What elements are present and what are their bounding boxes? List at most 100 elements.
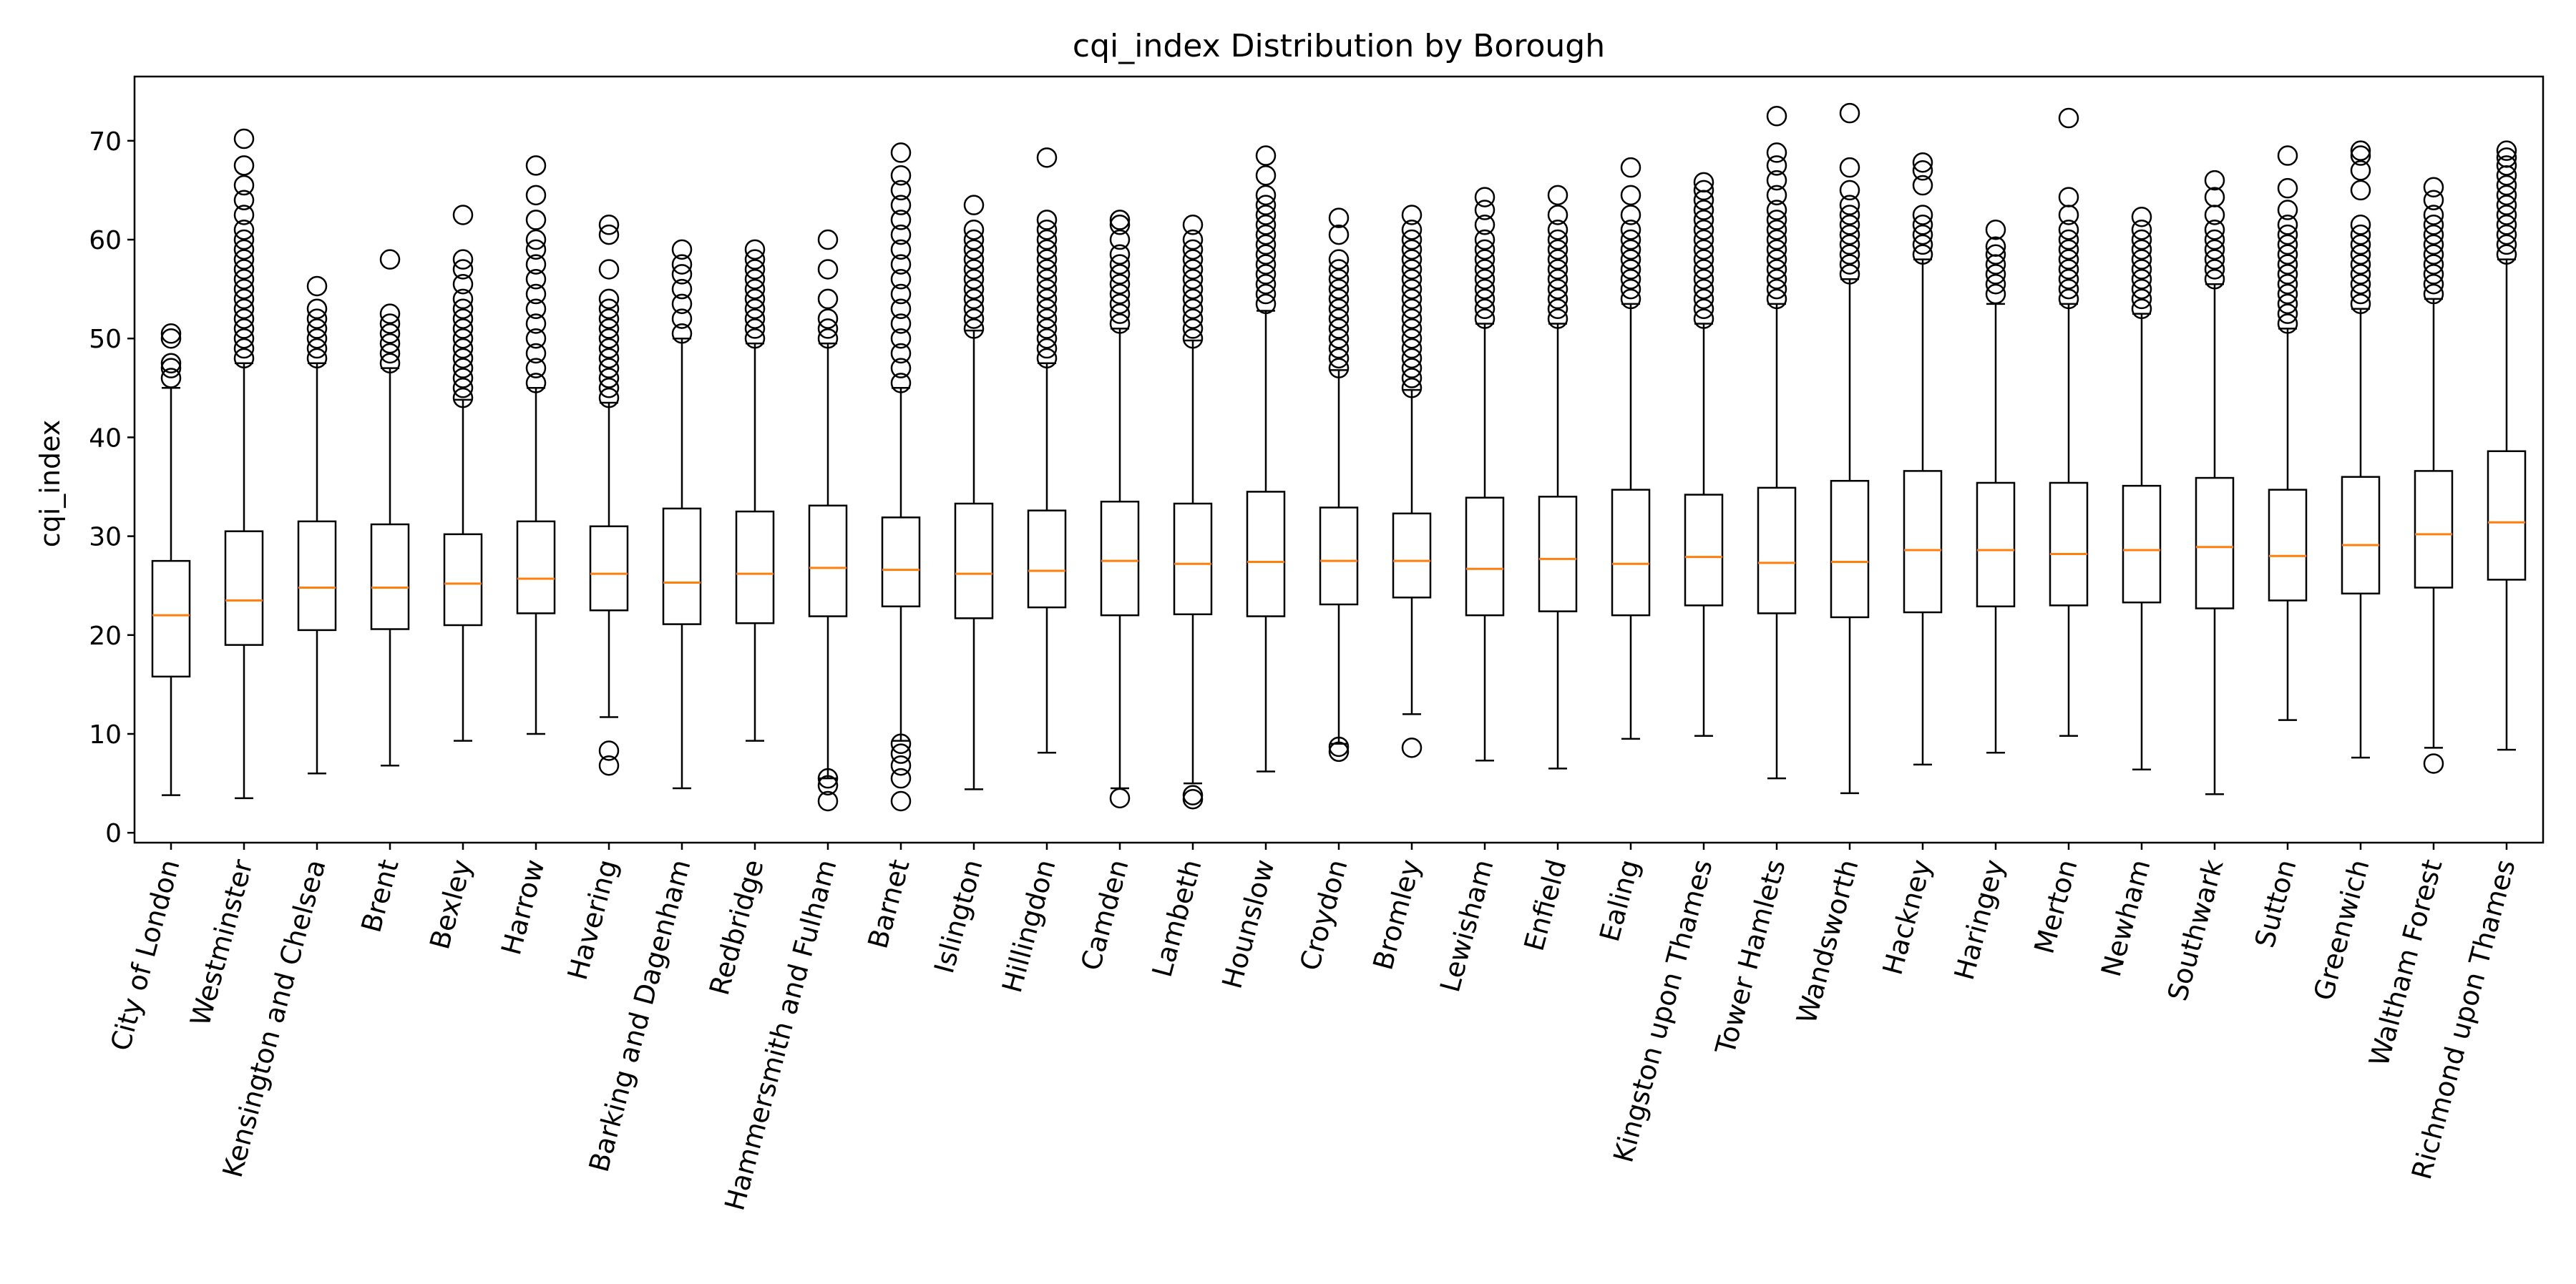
flier-point [1766, 210, 1787, 230]
flier-point [1401, 308, 1423, 329]
flier-point [2131, 278, 2152, 300]
flier-point [598, 224, 620, 245]
flier-point [452, 387, 474, 408]
flier-point [1401, 288, 1423, 310]
flier-point [1401, 239, 1423, 260]
flier-point [890, 743, 912, 764]
flier-point [890, 254, 912, 275]
flier-point [2131, 219, 2152, 240]
flier-point [1109, 229, 1131, 250]
flier-point [2277, 313, 2298, 334]
box-group [1392, 205, 1432, 758]
flier-point [1474, 259, 1496, 280]
flier-point [1109, 788, 1131, 809]
flier-point [1620, 229, 1641, 250]
flier-point [2350, 140, 2371, 161]
flier-point [1182, 239, 1204, 260]
flier-point [2277, 145, 2298, 166]
flier-point [233, 219, 255, 240]
flier-point [1693, 278, 1714, 300]
box-iqr [1173, 502, 1213, 616]
flier-point [1693, 200, 1714, 220]
box-group [881, 142, 921, 812]
flier-point [2058, 219, 2079, 240]
flier-point [1255, 254, 1277, 275]
flier-point [1620, 157, 1641, 178]
box-iqr [2414, 470, 2454, 589]
box-iqr [2049, 481, 2089, 607]
flier-point [233, 298, 255, 320]
flier-point [1036, 249, 1058, 270]
flier-point [2350, 283, 2371, 305]
flier-point [1474, 269, 1496, 290]
box-group [1173, 215, 1213, 810]
flier-point [1255, 244, 1277, 265]
flier-point [2423, 273, 2444, 295]
flier-point [1328, 318, 1350, 339]
flier-point [2277, 177, 2298, 199]
flier-point [2277, 234, 2298, 255]
flier-point [1401, 249, 1423, 270]
flier-point [233, 348, 255, 369]
flier-point [2496, 205, 2517, 225]
flier-point [1912, 244, 1933, 265]
flier-point [1839, 102, 1860, 124]
flier-point [890, 298, 912, 320]
flier-point [525, 298, 547, 320]
flier-point [2204, 187, 2225, 207]
box-iqr [2268, 489, 2308, 602]
flier-point [1182, 278, 1204, 300]
flier-point [890, 328, 912, 349]
flier-point [1547, 308, 1568, 329]
flier-point [2277, 200, 2298, 220]
box-iqr [2487, 450, 2527, 581]
flier-point [525, 210, 547, 230]
flier-point [2496, 147, 2517, 168]
flier-point [2350, 254, 2371, 275]
flier-point [1036, 239, 1058, 260]
flier-point [1036, 210, 1058, 230]
flier-point [1401, 348, 1423, 369]
flier-point [1036, 318, 1058, 339]
flier-point [525, 269, 547, 290]
flier-point [2277, 303, 2298, 324]
box-iqr [2122, 484, 2162, 604]
flier-point [1401, 219, 1423, 240]
flier-point [1255, 283, 1277, 305]
flier-point [233, 175, 255, 196]
flier-point [2423, 215, 2444, 235]
flier-point [379, 303, 401, 324]
flier-point [1547, 249, 1568, 270]
flier-point [1255, 234, 1277, 255]
box-group [224, 128, 264, 800]
flier-point [598, 318, 620, 339]
flier-point [2350, 234, 2371, 255]
flier-point [306, 328, 328, 349]
flier-point [2204, 219, 2225, 240]
flier-point [1036, 308, 1058, 329]
flier-point [963, 219, 985, 240]
flier-point [1182, 318, 1204, 339]
y-tick-label: 10 [89, 720, 122, 750]
flier-point [1766, 278, 1787, 300]
flier-point [2423, 753, 2444, 774]
flier-point [233, 190, 255, 210]
flier-point [1255, 264, 1277, 285]
flier-point [1985, 264, 2006, 285]
flier-point [1620, 269, 1641, 290]
flier-point [2496, 244, 2517, 265]
flier-point [452, 358, 474, 378]
flier-point [525, 185, 547, 206]
box-iqr [1830, 479, 1870, 619]
box-iqr [151, 559, 191, 678]
flier-point [1766, 219, 1787, 240]
flier-point [2131, 249, 2152, 270]
flier-point [306, 318, 328, 339]
flier-point [306, 275, 328, 297]
flier-point [2496, 140, 2517, 161]
flier-point [2131, 259, 2152, 280]
flier-point [598, 308, 620, 329]
flier-point [1328, 207, 1350, 228]
flier-point [452, 205, 474, 225]
